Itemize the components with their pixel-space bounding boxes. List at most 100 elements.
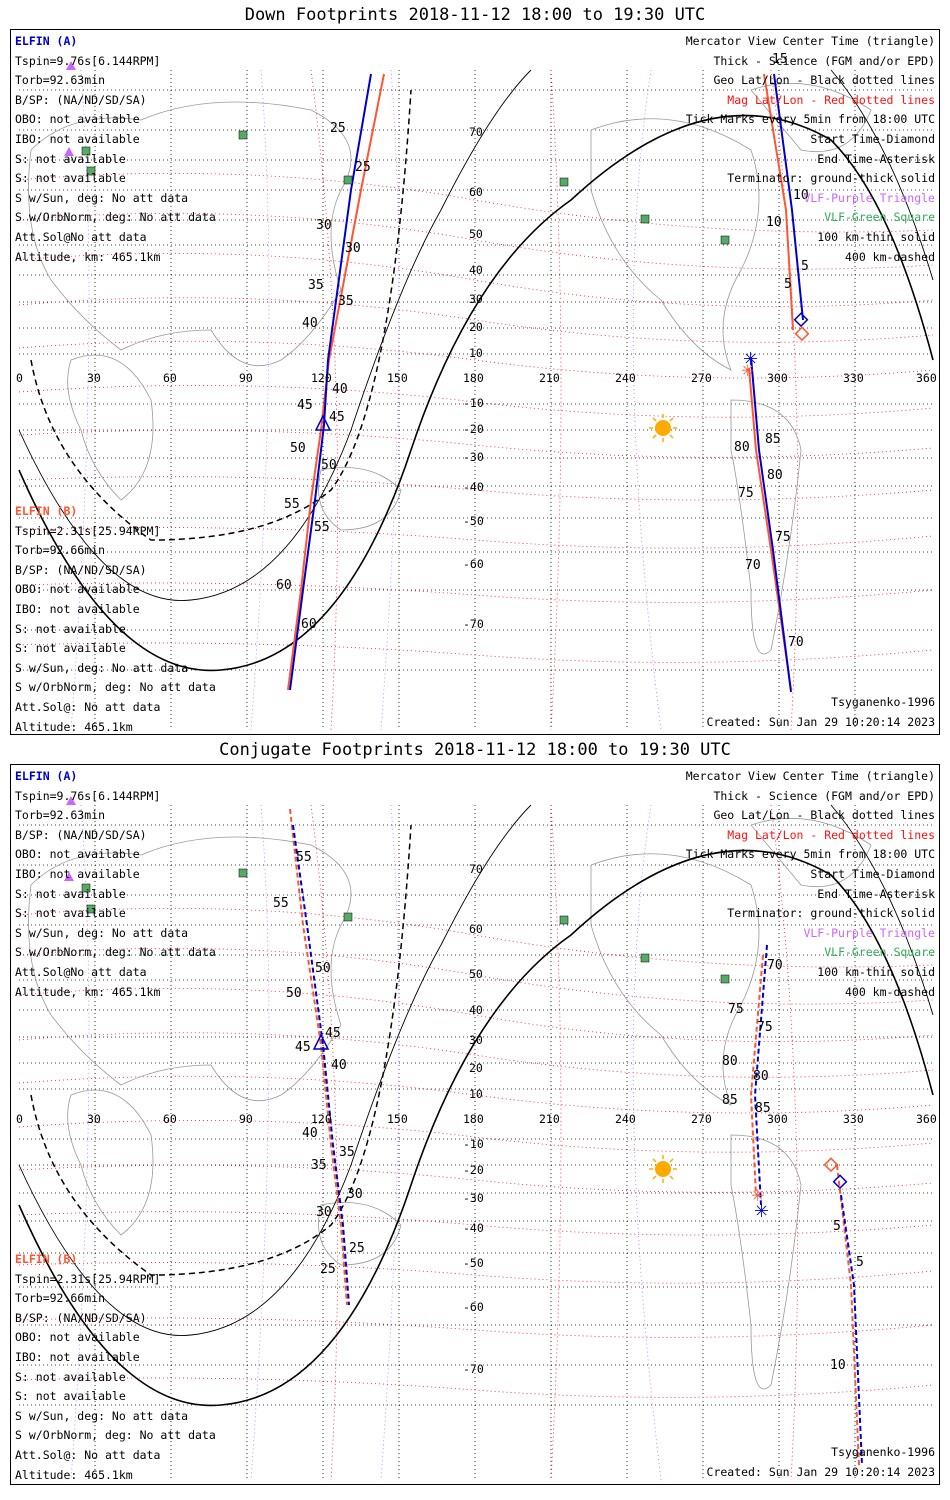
terminator-ground: [18, 849, 934, 1407]
legend-item: Mag Lat/Lon - Red dotted lines: [727, 827, 935, 842]
track-a-label: 55: [296, 850, 312, 865]
track-b-label: 75: [738, 486, 754, 501]
lon-label: 300: [767, 371, 788, 385]
lon-label: 180: [463, 1112, 484, 1126]
geo-grid: [19, 805, 933, 1480]
track-b-label: 40: [302, 316, 318, 331]
legend-item: End Time-Asterisk: [817, 151, 935, 166]
model-label: Tsyganenko-1996: [831, 1445, 935, 1459]
vlf-green-squares: [81, 130, 730, 245]
lat-label: 70: [469, 862, 483, 876]
legend-item: Mercator View Center Time (triangle): [685, 769, 935, 783]
lon-label: 330: [843, 371, 864, 385]
lat-label: -50: [463, 1256, 484, 1270]
legend-item: Terminator: ground-thick solid: [727, 171, 935, 186]
lat-label: -40: [463, 1221, 484, 1235]
track-b-label: 55: [284, 497, 300, 512]
lat-label: 20: [469, 1061, 483, 1075]
track-b-label: 45: [295, 1040, 311, 1055]
lon-label: 330: [843, 1112, 864, 1126]
terminator-400km: [30, 824, 412, 1276]
mag-grid: [18, 804, 934, 1481]
track-a-label: 25: [355, 160, 371, 175]
lon-label: 30: [87, 371, 101, 385]
track-a-label: 80: [767, 468, 783, 483]
track-a-path-2: [750, 73, 804, 693]
legend-item: Terminator: ground-thick solid: [727, 906, 935, 921]
info-line: S: not available: [15, 151, 126, 166]
created-label: Created: Sun Jan 29 10:20:14 2023: [706, 1465, 935, 1479]
lon-label: 30: [87, 1112, 101, 1126]
lon-label: 150: [387, 371, 408, 385]
legend-item: Start Time-Diamond: [810, 866, 935, 881]
track-a-label: 35: [338, 294, 354, 309]
legend-item: VLF-Purple Triangle: [803, 190, 935, 205]
start-diamond-a: [793, 312, 809, 328]
lon-label: 360: [916, 371, 937, 385]
lat-label: -20: [463, 1163, 484, 1177]
track-a-label: 5: [856, 1255, 864, 1270]
start-diamond-b: [794, 326, 810, 342]
map-canvas: ✳ ✳: [18, 61, 934, 731]
lon-label: 60: [163, 371, 177, 385]
lon-label: 240: [615, 371, 636, 385]
info-line: S w/Sun, deg: No att data: [15, 190, 189, 205]
track-a-label: 75: [775, 530, 791, 545]
lon-label: 0: [16, 371, 23, 385]
info-line: Att.Sol@No att data: [15, 229, 147, 244]
lon-label: 210: [539, 1112, 560, 1126]
track-b-label: 25: [320, 1262, 336, 1277]
track-b-label: 60: [276, 578, 292, 593]
lon-label: 210: [539, 371, 560, 385]
info-line: S w/Sun, deg: No att data: [15, 925, 189, 940]
track-a-label: 70: [788, 635, 804, 650]
end-asterisk-a: ✳: [743, 349, 758, 370]
info-line: Torb=92.66min: [15, 1291, 106, 1306]
info-line: Tspin=9.76s[6.144RPM]: [15, 53, 161, 68]
legend: Mercator View Center Time (triangle) Thi…: [686, 767, 935, 1002]
track-b-label: 75: [728, 1002, 744, 1017]
legend-item: Tick Marks every 5min from 18:00 UTC: [685, 112, 935, 127]
legend: Mercator View Center Time (triangle) Thi…: [686, 32, 935, 267]
track-b-path: [289, 808, 348, 1306]
end-asterisk-a: ✳: [754, 1201, 769, 1222]
info-line: S: not available: [15, 906, 126, 921]
track-a-path-2: [753, 944, 863, 1466]
track-b-label: 10: [766, 215, 782, 230]
lat-label: 30: [469, 292, 483, 306]
lat-label: -60: [463, 1300, 484, 1314]
lat-label: -10: [463, 396, 484, 410]
track-a-label: 75: [757, 1020, 773, 1035]
spacecraft-b-info: ELFIN (B) Tspin=2.31s[25.94RPM] Torb=92.…: [15, 502, 216, 734]
track-a-path: [289, 73, 372, 691]
track-a-label: 85: [755, 1101, 771, 1116]
track-a-label: 40: [332, 382, 348, 397]
track-b-label: 80: [734, 440, 750, 455]
sun-icon: [649, 414, 677, 442]
legend-item: 400 km-dashed: [844, 249, 935, 264]
info-line: S: not available: [15, 1389, 126, 1404]
info-line: S: not available: [15, 171, 126, 186]
spacecraft-b-name: ELFIN (B): [15, 504, 78, 518]
info-line: Tspin=2.31s[25.94RPM]: [15, 523, 161, 538]
track-b-label: 30: [316, 218, 332, 233]
track-b-label: 5: [833, 1219, 841, 1234]
terminator-100km: [18, 69, 934, 601]
continent-outlines: [28, 82, 872, 655]
lon-label: 120: [311, 1112, 332, 1126]
lat-label: -70: [463, 1362, 484, 1376]
lat-label: 50: [469, 227, 483, 241]
track-b-label: 70: [745, 558, 761, 573]
spacecraft-a-name: ELFIN (A): [15, 34, 78, 48]
legend-item: VLF-Green Square: [824, 210, 935, 225]
legend-item: Mercator View Center Time (triangle): [685, 34, 935, 48]
track-a-label: 50: [315, 961, 331, 976]
spacecraft-b-info: ELFIN (B) Tspin=2.31s[25.94RPM] Torb=92.…: [15, 1250, 216, 1484]
map-canvas: ✳ ✳: [18, 796, 934, 1481]
spacecraft-a-info: ELFIN (A) Tspin=9.76s[6.144RPM] Torb=92.…: [15, 767, 216, 1002]
info-line: S: not available: [15, 1369, 126, 1384]
track-a-label: 70: [767, 958, 783, 973]
info-line: Altitude, km: 465.1km: [15, 249, 161, 264]
info-line: OBO: not available: [15, 1330, 140, 1345]
info-line: B/SP: (NA/ND/SD/SA): [15, 92, 147, 107]
